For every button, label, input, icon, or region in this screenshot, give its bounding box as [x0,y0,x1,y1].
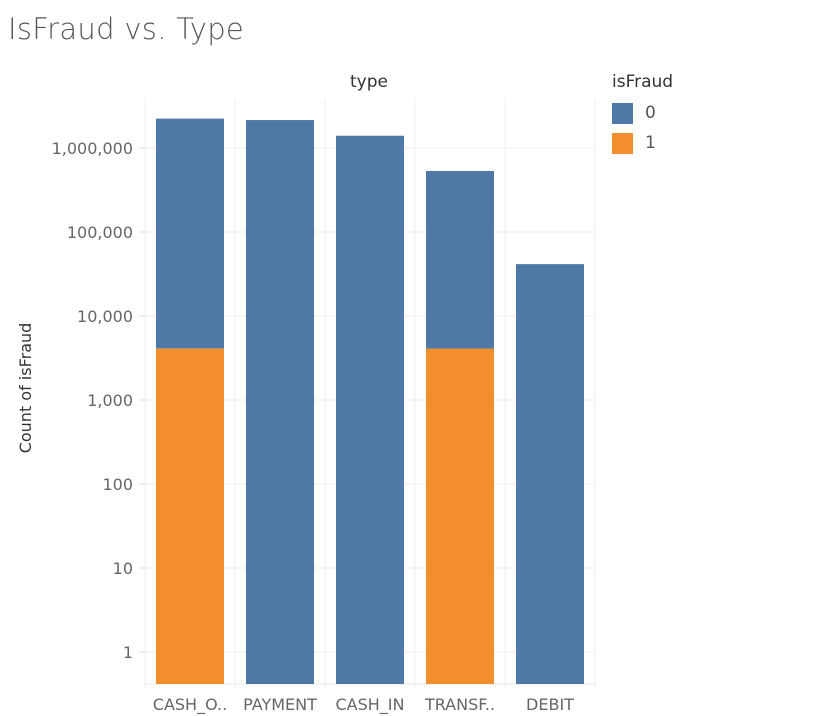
column-header: type [350,72,388,92]
chart-title: IsFraud vs. Type [8,12,245,46]
y-tick-label: 1 [123,643,133,662]
x-tick-label: PAYMENT [243,695,317,714]
bar-casho-isfraud-1[interactable] [156,348,224,684]
y-tick-label: 10,000 [77,307,133,326]
y-tick-label: 1,000,000 [52,139,133,158]
y-tick-label: 10 [113,559,133,578]
bar-payment-isfraud-0[interactable] [246,120,314,685]
legend-swatch-1 [612,132,633,154]
y-tick-label: 100 [102,475,133,494]
legend-item-0[interactable]: 0 [612,98,673,128]
x-tick-label: DEBIT [526,695,574,714]
legend-swatch-0 [612,102,633,124]
x-tick-label: TRANSF.. [424,695,495,714]
bar-transf-isfraud-1[interactable] [426,348,494,684]
bar-debit-isfraud-0[interactable] [516,264,584,684]
y-axis-label: Count of isFraud [16,323,35,454]
bars [156,118,584,685]
bar-transf-isfraud-0[interactable] [426,170,494,349]
bar-cashin-isfraud-0[interactable] [336,135,404,685]
legend-item-1[interactable]: 1 [612,128,673,158]
legend-label-0: 0 [645,103,656,123]
legend-label-1: 1 [645,133,656,153]
y-axis-ticks: 1 10 100 1,000 10,000 100,000 1,000,000 [52,139,145,662]
x-tick-label: CASH_IN [336,695,405,715]
y-tick-label: 100,000 [67,223,133,242]
x-axis-ticks: CASH_O.. PAYMENT CASH_IN TRANSF.. DEBIT [153,695,574,715]
legend-title: isFraud [612,72,674,92]
legend: isFraud 0 1 [612,72,673,158]
y-tick-label: 1,000 [87,391,133,410]
x-tick-label: CASH_O.. [153,695,227,715]
bar-casho-isfraud-0[interactable] [156,118,224,349]
